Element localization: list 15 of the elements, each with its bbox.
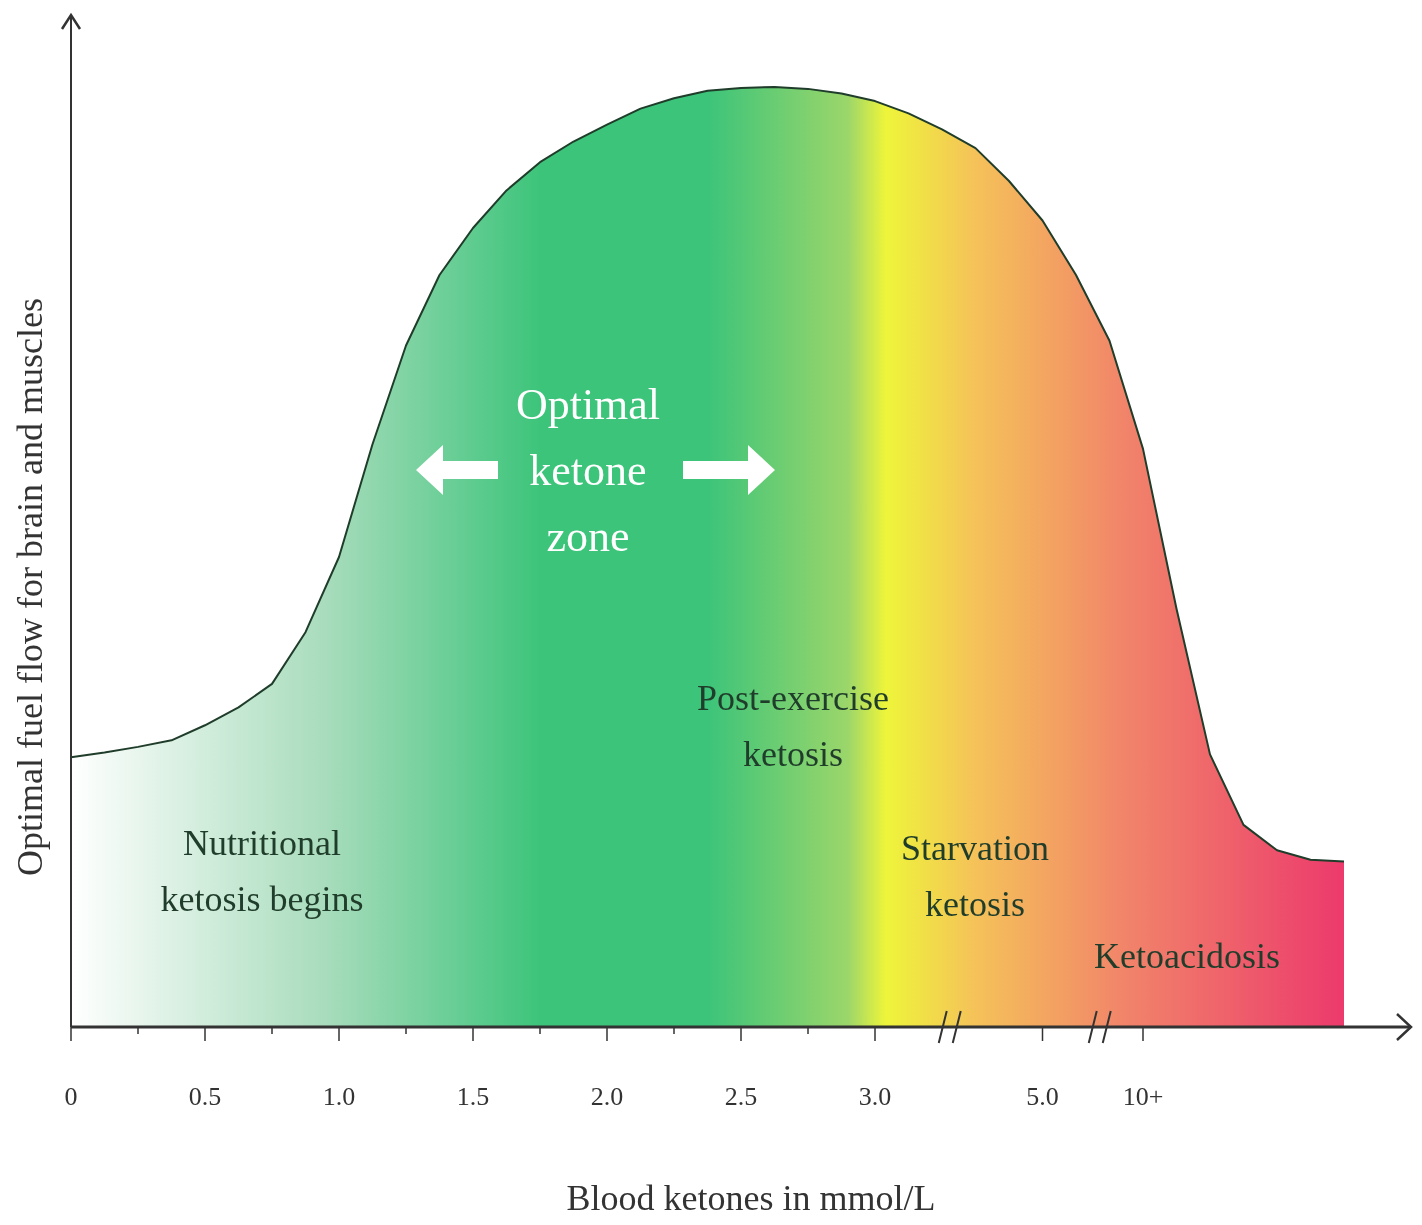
annotation: Nutritional ketosis begins bbox=[160, 822, 364, 919]
x-tick-label: 2.0 bbox=[590, 1082, 624, 1111]
x-tick-label: 0 bbox=[64, 1082, 78, 1111]
x-tick-label: 1.5 bbox=[456, 1082, 490, 1111]
x-tick-label: 10+ bbox=[1122, 1082, 1164, 1111]
x-axis-title: Blood ketones in mmol/L bbox=[566, 1178, 936, 1218]
annotation: Ketoacidosis bbox=[1094, 935, 1280, 976]
x-tick-label: 1.0 bbox=[322, 1082, 356, 1111]
annotation: Starvation ketosis bbox=[901, 827, 1049, 924]
x-tick-label: 0.5 bbox=[188, 1082, 222, 1111]
annotation: Optimal ketone zone bbox=[515, 380, 661, 562]
y-axis-title: Optimal fuel flow for brain and muscles bbox=[10, 298, 50, 876]
x-tick-label: 5.0 bbox=[1026, 1082, 1059, 1111]
x-tick-label: 2.5 bbox=[724, 1082, 758, 1111]
x-tick-label: 3.0 bbox=[858, 1082, 892, 1111]
